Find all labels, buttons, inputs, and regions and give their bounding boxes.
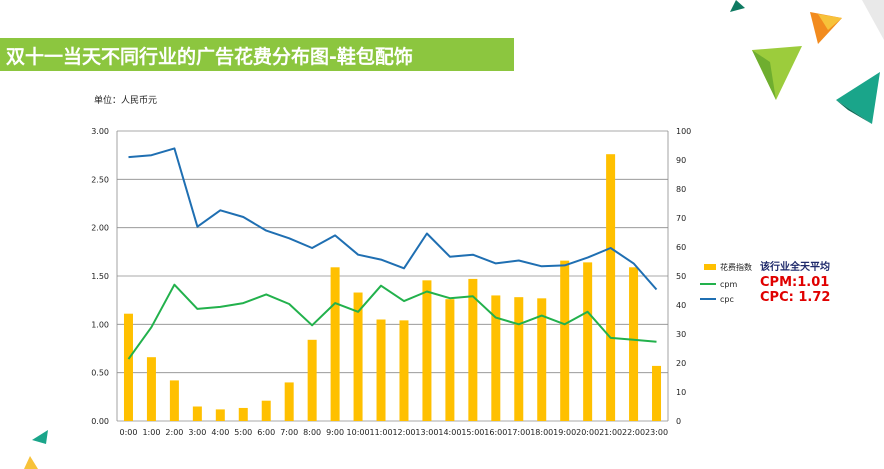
bar-23:00 — [652, 365, 662, 421]
deco-triangle-teal-top — [730, 0, 745, 12]
x-tick-label: 0:00 — [119, 428, 137, 437]
bar-13:00 — [422, 280, 432, 421]
average-cpm: CPM:1.01 — [760, 275, 829, 290]
bar-5:00 — [238, 407, 248, 421]
left-tick-label: 3.00 — [91, 127, 109, 136]
bar-4:00 — [215, 409, 225, 421]
right-tick-label: 30 — [676, 330, 686, 339]
average-cpc: CPC: 1.72 — [760, 290, 830, 305]
bar-0:00 — [123, 313, 133, 421]
right-tick-label: 20 — [676, 359, 686, 368]
bar-15:00 — [468, 278, 478, 421]
right-tick-label: 10 — [676, 388, 686, 397]
right-tick-label: 100 — [676, 127, 691, 136]
x-tick-label: 13:00 — [415, 428, 438, 437]
x-tick-label: 16:00 — [484, 428, 507, 437]
right-tick-label: 0 — [676, 417, 681, 426]
x-tick-label: 11:00 — [369, 428, 392, 437]
bar-7:00 — [284, 382, 294, 421]
legend: 花费指数 cpm cpc — [700, 262, 752, 304]
x-tick-label: 19:00 — [553, 428, 576, 437]
x-tick-label: 10:00 — [347, 428, 370, 437]
bar-3:00 — [192, 406, 202, 421]
bar-16:00 — [491, 295, 501, 421]
x-tick-label: 6:00 — [257, 428, 275, 437]
left-tick-label: 1.50 — [91, 272, 109, 281]
deco-triangle-teal-big — [836, 72, 880, 124]
bar-10:00 — [353, 292, 363, 421]
left-tick-label: 2.50 — [91, 175, 109, 184]
decoration-shapes — [24, 0, 884, 469]
deco-triangle-green — [752, 46, 802, 100]
average-heading: 该行业全天平均 — [760, 260, 830, 273]
legend-label-cpc: cpc — [720, 295, 734, 304]
right-tick-label: 40 — [676, 301, 686, 310]
deco-triangle-teal-dark — [836, 100, 872, 124]
x-tick-label: 17:00 — [507, 428, 530, 437]
cpm-line — [127, 283, 657, 360]
x-tick-label: 2:00 — [165, 428, 183, 437]
right-tick-label: 60 — [676, 243, 686, 252]
legend-label-cpm: cpm — [720, 280, 737, 289]
deco-triangle-teal-bottom — [32, 430, 48, 444]
deco-triangle-orange-bottom — [24, 456, 38, 469]
x-tick-label: 21:00 — [599, 428, 622, 437]
bar-19:00 — [560, 260, 570, 421]
x-tick-label: 23:00 — [645, 428, 668, 437]
bar-20:00 — [583, 262, 593, 421]
bar-12:00 — [399, 320, 409, 421]
x-tick-label: 9:00 — [326, 428, 344, 437]
x-tick-label: 18:00 — [530, 428, 553, 437]
x-tick-label: 15:00 — [461, 428, 484, 437]
title-bar: 双十一当天不同行业的广告花费分布图-鞋包配饰 — [0, 38, 514, 71]
bar-1:00 — [146, 357, 156, 421]
x-tick-label: 1:00 — [142, 428, 160, 437]
right-tick-label: 50 — [676, 272, 686, 281]
bar-21:00 — [606, 154, 616, 421]
deco-triangle-yellow — [818, 14, 842, 30]
left-tick-label: 0.00 — [91, 417, 109, 426]
bar-2:00 — [169, 380, 179, 421]
legend-label-bar: 花费指数 — [720, 262, 752, 272]
bar-14:00 — [445, 299, 455, 421]
x-tick-label: 5:00 — [234, 428, 252, 437]
x-tick-label: 12:00 — [392, 428, 415, 437]
left-tick-label: 1.00 — [91, 320, 109, 329]
x-tick-label: 20:00 — [576, 428, 599, 437]
cpc-line — [128, 147, 658, 291]
gridlines — [117, 130, 668, 422]
bar-8:00 — [307, 339, 317, 421]
x-tick-label: 3:00 — [188, 428, 206, 437]
deco-triangle-gray — [862, 0, 884, 40]
bar-22:00 — [629, 267, 639, 421]
x-tick-label: 7:00 — [280, 428, 298, 437]
x-tick-label: 14:00 — [438, 428, 461, 437]
x-tick-label: 8:00 — [303, 428, 321, 437]
right-tick-label: 90 — [676, 156, 686, 165]
x-tick-label: 22:00 — [622, 428, 645, 437]
bar-11:00 — [376, 319, 386, 421]
page-title: 双十一当天不同行业的广告花费分布图-鞋包配饰 — [6, 46, 413, 68]
legend-swatch-bar — [704, 264, 716, 270]
right-tick-label: 70 — [676, 214, 686, 223]
bar-18:00 — [537, 298, 547, 421]
bar-series — [123, 154, 662, 421]
bar-17:00 — [514, 297, 524, 421]
right-tick-label: 80 — [676, 185, 686, 194]
bar-9:00 — [330, 267, 340, 421]
line-series — [127, 147, 658, 360]
unit-label: 单位：人民币元 — [94, 96, 158, 106]
left-tick-label: 0.50 — [91, 369, 109, 378]
x-tick-label: 4:00 — [211, 428, 229, 437]
left-tick-label: 2.00 — [91, 224, 109, 233]
axes: 0.00 0.50 1.00 1.50 2.00 2.50 3.00 0 10 20 30 40 50 6… — [91, 127, 691, 437]
deco-triangle-green-dark — [752, 50, 776, 100]
bar-6:00 — [261, 400, 271, 421]
